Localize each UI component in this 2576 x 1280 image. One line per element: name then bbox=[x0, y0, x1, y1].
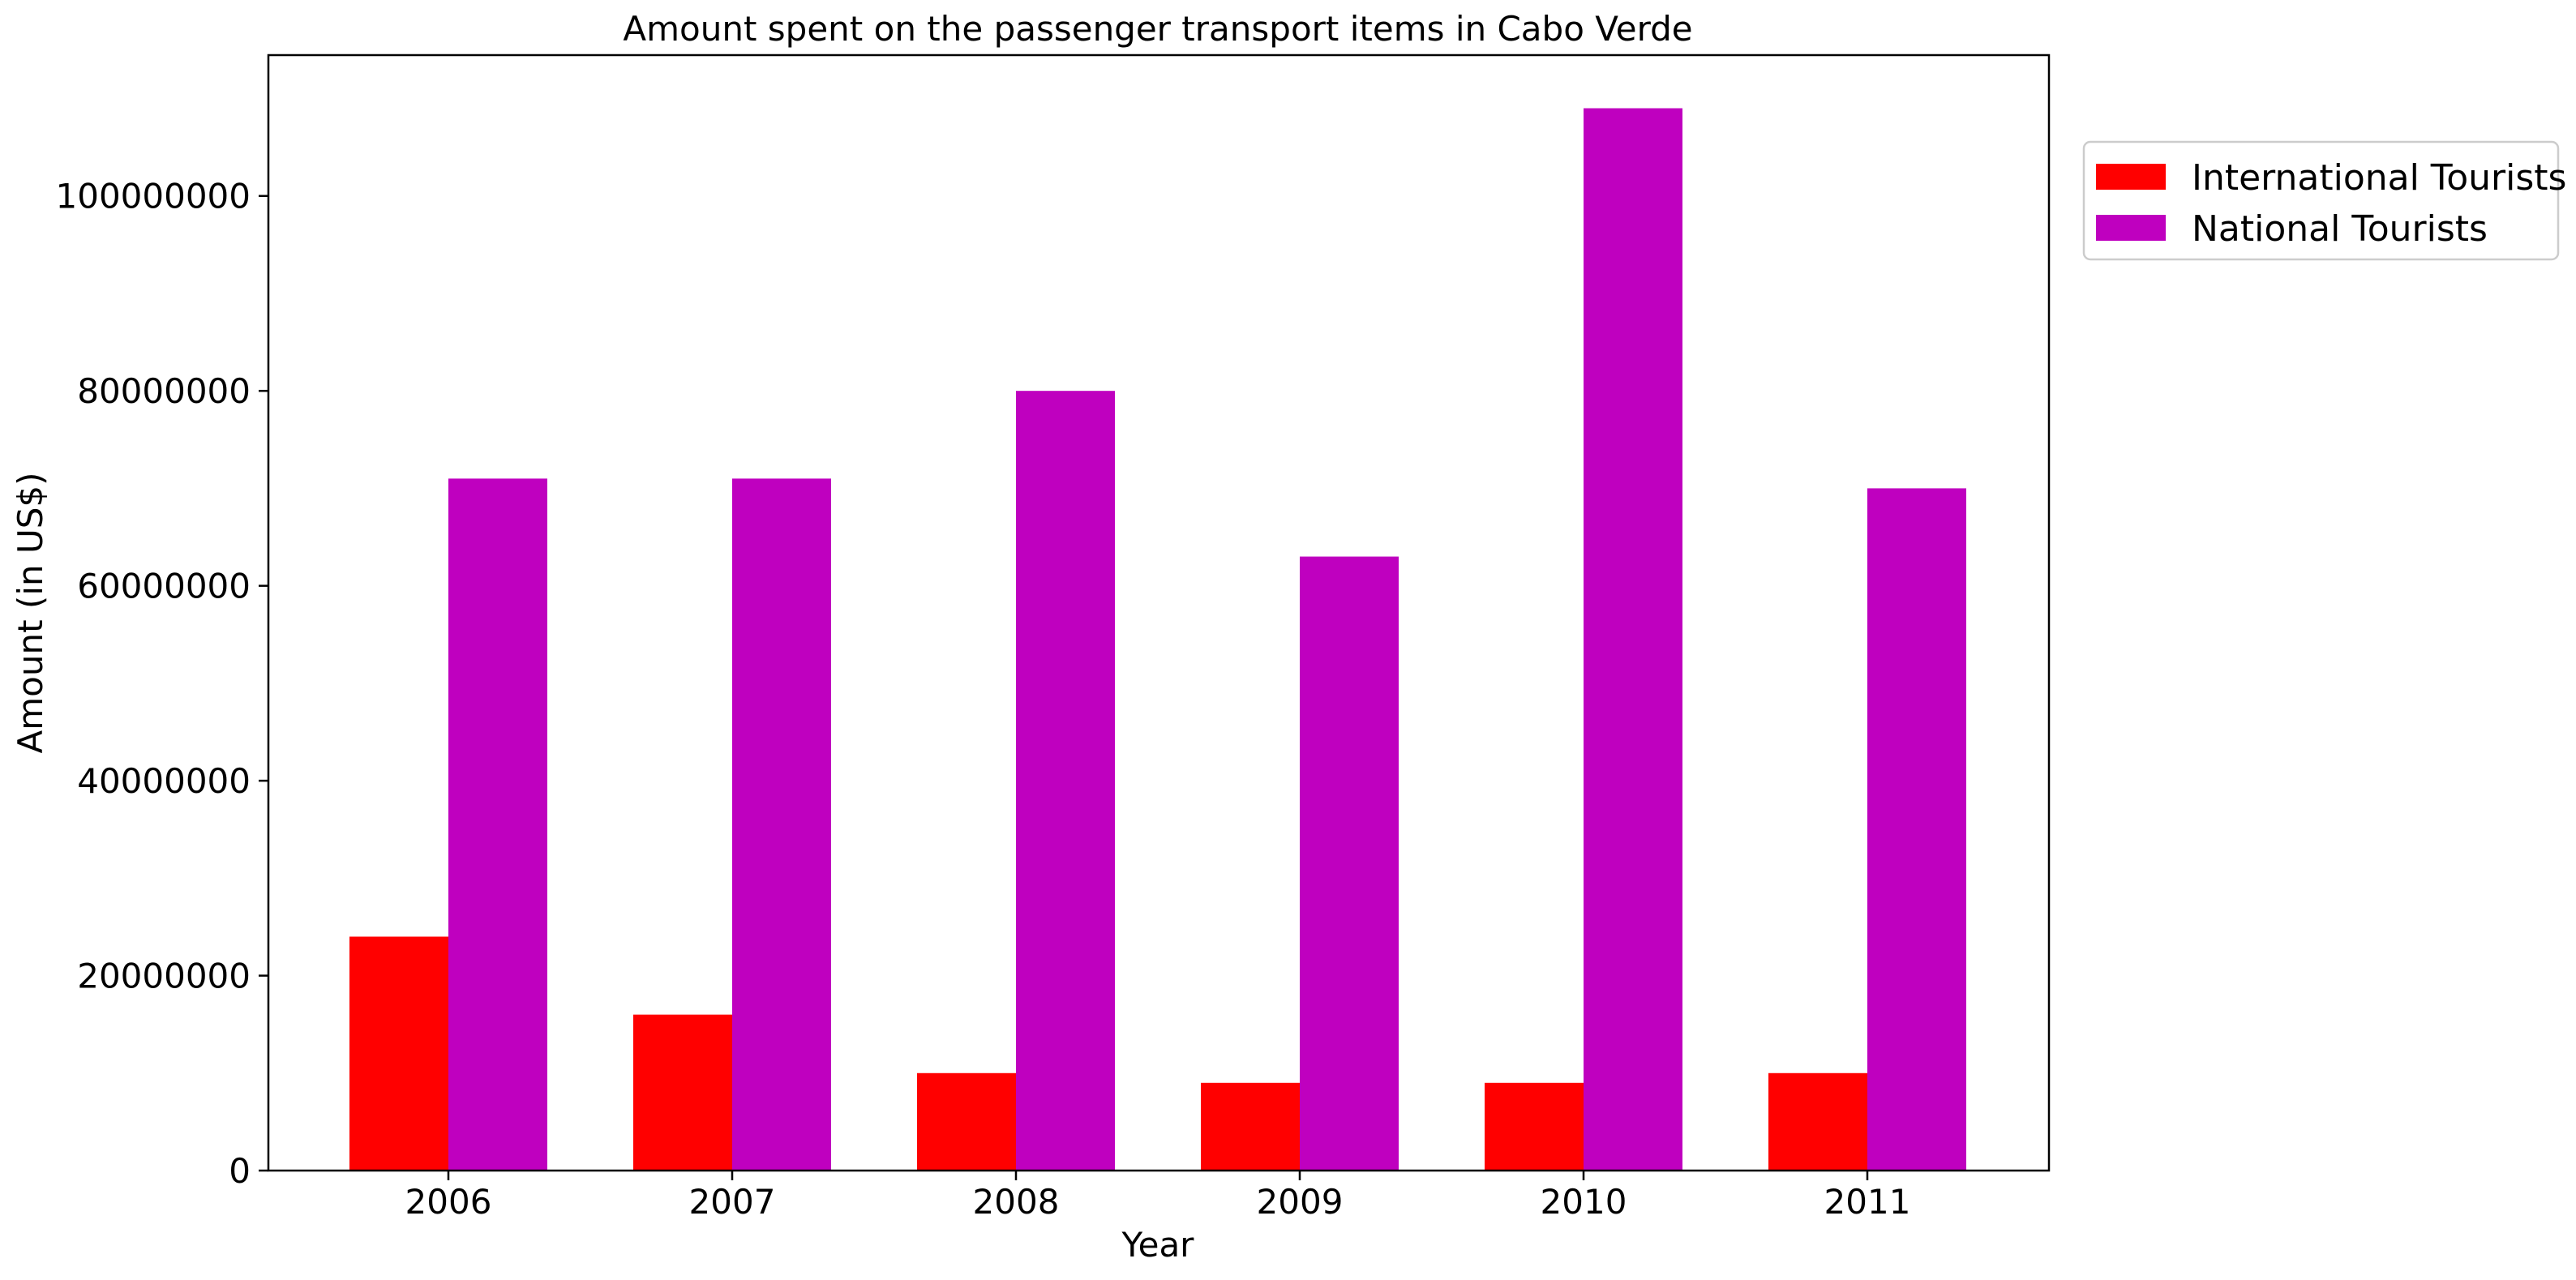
y-axis: 0 20000000 40000000 60000000 80000000 1000000… bbox=[56, 177, 268, 1191]
y-tick-label: 40000000 bbox=[77, 761, 251, 801]
chart-title: Amount spent on the passenger transport … bbox=[623, 9, 1692, 49]
x-tick-label: 2011 bbox=[1824, 1182, 1911, 1222]
x-tick-label: 2008 bbox=[973, 1182, 1060, 1222]
x-axis: 2006 2007 2008 2009 2010 2011 bbox=[405, 1171, 1911, 1222]
plot-frame bbox=[267, 54, 2051, 1172]
bar-national-2008 bbox=[1016, 391, 1115, 1171]
bar-national-2009 bbox=[1300, 556, 1399, 1171]
x-axis-label: Year bbox=[1121, 1225, 1195, 1265]
y-tick-label: 60000000 bbox=[77, 567, 251, 606]
plot-area bbox=[267, 54, 2051, 1172]
bar-national-2007 bbox=[732, 478, 831, 1171]
legend-box bbox=[2082, 140, 2560, 261]
y-axis-label: Amount (in US$) bbox=[11, 473, 50, 754]
bar-national-2010 bbox=[1584, 108, 1682, 1171]
bar-international-2008 bbox=[917, 1072, 1016, 1171]
legend: International Tourists National Tourists bbox=[2082, 140, 2566, 261]
x-tick-label: 2006 bbox=[405, 1182, 492, 1222]
x-tick-label: 2009 bbox=[1257, 1182, 1344, 1222]
bar-international-2009 bbox=[1201, 1082, 1300, 1171]
legend-label-international: International Tourists bbox=[2192, 157, 2566, 199]
legend-swatch-international bbox=[2096, 164, 2166, 190]
bar-international-2007 bbox=[633, 1014, 732, 1171]
x-tick-label: 2007 bbox=[689, 1182, 776, 1222]
bar-national-2006 bbox=[448, 478, 547, 1171]
y-tick-label: 80000000 bbox=[77, 371, 251, 411]
x-tick-label: 2010 bbox=[1541, 1182, 1627, 1222]
bar-international-2006 bbox=[349, 936, 448, 1171]
bars-group bbox=[349, 108, 1966, 1171]
legend-swatch-national bbox=[2096, 215, 2166, 241]
y-tick-label: 0 bbox=[229, 1151, 251, 1191]
bar-international-2011 bbox=[1768, 1072, 1867, 1171]
bar-national-2011 bbox=[1867, 488, 1966, 1171]
y-tick-label: 100000000 bbox=[56, 177, 251, 216]
y-tick-label: 20000000 bbox=[77, 957, 251, 996]
legend-label-national: National Tourists bbox=[2192, 208, 2488, 250]
bar-international-2010 bbox=[1485, 1082, 1584, 1171]
